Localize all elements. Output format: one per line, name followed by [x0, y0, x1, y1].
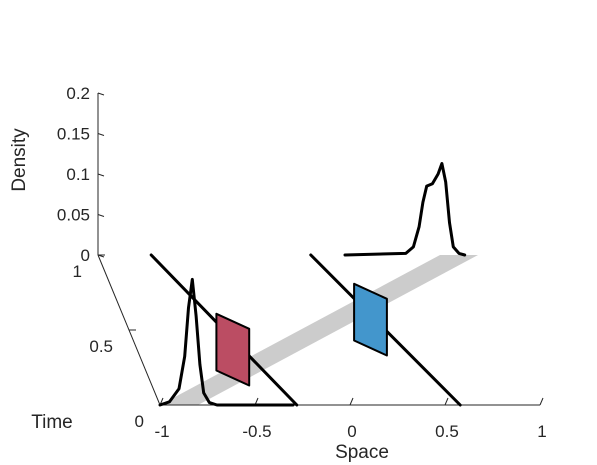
z-tick-mark: [97, 133, 105, 136]
density-curves: [158, 162, 467, 407]
marker-quad: [215, 312, 251, 387]
x-tick-label: 0.5: [435, 422, 459, 441]
x-tick-label: 0: [347, 422, 356, 441]
x-tick-label: -0.5: [242, 422, 271, 441]
y-tick-label: 1: [73, 262, 82, 281]
z-tick-mark: [97, 173, 105, 177]
z-tick-mark: [97, 254, 105, 258]
x-tick-label: 1: [537, 422, 546, 441]
z-tick-label: 0.2: [66, 84, 90, 103]
y-tick-label: 0.5: [89, 337, 113, 356]
x-tick-mark: [349, 397, 354, 406]
x-tick-mark: [444, 397, 449, 406]
density-curve: [158, 277, 295, 407]
z-tick-mark: [97, 92, 105, 96]
planar-markers: [215, 282, 388, 387]
z-tick-label: 0: [81, 246, 90, 265]
marker-quad: [353, 282, 388, 357]
x-tick-mark: [539, 397, 544, 406]
x-axis-label: Space: [335, 442, 389, 463]
z-tick-label: 0.15: [57, 125, 90, 144]
z-tick-label: 0.1: [66, 165, 90, 184]
density-curve: [343, 162, 467, 257]
y-tick-label: 0: [135, 412, 144, 431]
y-axis-label: Time: [31, 412, 73, 433]
x-tick-label: -1: [154, 422, 169, 441]
z-axis-label: Density: [9, 128, 30, 192]
axes: [97, 92, 544, 406]
z-tick-label: 0.05: [57, 206, 90, 225]
z-tick-mark: [97, 214, 105, 217]
surface-band: [160, 255, 478, 405]
surface-layer: [160, 255, 478, 405]
